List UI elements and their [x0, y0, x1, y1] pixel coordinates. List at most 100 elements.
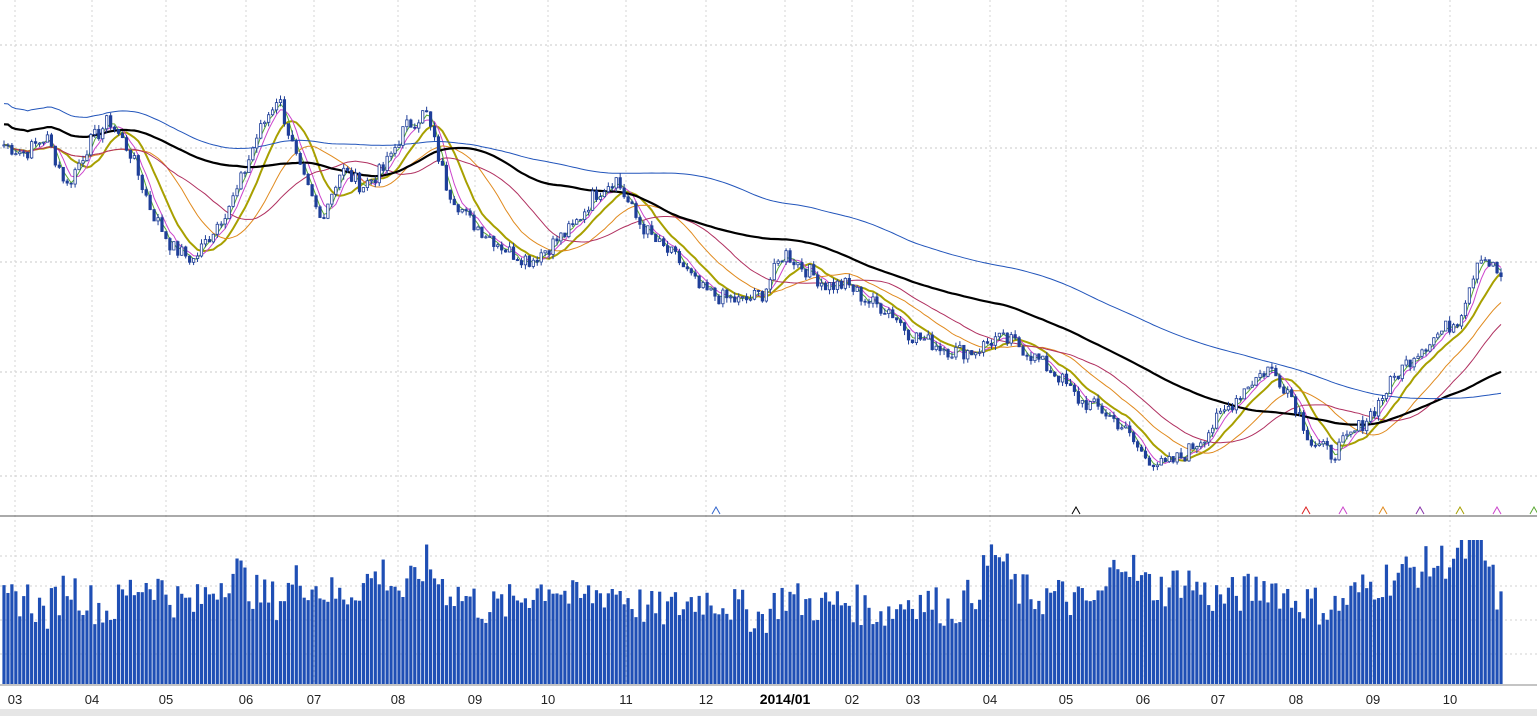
volume-bar: [1211, 610, 1215, 684]
volume-bar: [993, 555, 998, 684]
candle-body: [318, 206, 322, 218]
volume-bar: [1448, 567, 1452, 684]
signal-marker: [1378, 505, 1388, 515]
candle-body: [1076, 391, 1080, 404]
volume-bar: [1199, 594, 1203, 684]
candle-body: [883, 312, 887, 315]
candle-body: [665, 245, 670, 253]
volume-bar: [1400, 564, 1404, 684]
candle-body: [207, 239, 211, 243]
x-tick-label: 07: [307, 692, 321, 707]
candle-body: [14, 153, 18, 156]
volume-bar: [53, 586, 57, 684]
volume-bar: [397, 590, 401, 684]
candle-body: [1147, 457, 1152, 466]
x-tick-label: 10: [541, 692, 555, 707]
candle-body: [1088, 401, 1092, 410]
candle-body: [693, 272, 697, 277]
volume-bar: [950, 618, 954, 684]
volume-bar: [239, 560, 243, 684]
candle-body: [563, 232, 567, 237]
volume-bar: [369, 578, 373, 684]
volume-bar: [1116, 569, 1120, 684]
candle-body: [33, 141, 38, 144]
volume-bar: [511, 595, 516, 684]
volume-bar: [721, 608, 725, 684]
candle-body: [381, 164, 385, 171]
x-tick-label: 05: [159, 692, 173, 707]
candle-body: [567, 223, 571, 237]
candle-body: [816, 274, 820, 287]
candle-body: [1286, 389, 1290, 394]
volume-bar: [255, 574, 259, 684]
candle-body: [1491, 261, 1495, 267]
volume-bar: [1345, 604, 1349, 684]
candle-body: [2, 144, 6, 147]
volume-bar: [1404, 556, 1408, 684]
volume-bar: [507, 584, 512, 684]
candle-body: [389, 152, 393, 157]
volume-bar: [381, 559, 385, 684]
volume-bar: [519, 602, 524, 684]
candle-body: [1049, 370, 1053, 373]
volume-bar: [1258, 600, 1262, 684]
volume-bar: [823, 592, 828, 684]
volume-bar: [1068, 615, 1073, 684]
candle-body: [1120, 427, 1124, 430]
ma-line-10: [3, 120, 1502, 462]
candle-body: [1329, 444, 1333, 460]
candle-body: [539, 252, 543, 263]
candle-body: [1112, 415, 1116, 419]
candle-body: [385, 155, 389, 171]
volume-bar: [1337, 610, 1341, 684]
volume-bar: [1171, 570, 1175, 684]
candle-body: [81, 160, 85, 164]
candle-body: [69, 182, 73, 185]
candle-body: [1373, 411, 1377, 417]
candle-body: [199, 243, 204, 257]
x-tick-label: 09: [1366, 692, 1380, 707]
bottom-scrollbar[interactable]: [0, 709, 1537, 716]
candle-body: [176, 241, 180, 256]
candle-body: [93, 128, 97, 135]
volume-bar: [1215, 585, 1219, 684]
volume-bar: [251, 608, 255, 684]
candle-body: [417, 122, 421, 129]
volume-bar: [839, 605, 843, 684]
candle-body: [705, 282, 709, 291]
volume-bar: [887, 606, 891, 684]
volume-bar: [223, 597, 227, 684]
candle-body: [1207, 432, 1211, 443]
volume-bar: [555, 593, 559, 684]
volume-bar: [729, 619, 733, 684]
candle-body: [950, 356, 954, 359]
candle-body: [1290, 389, 1294, 398]
volume-bar: [298, 585, 302, 684]
volume-bar: [1005, 553, 1009, 684]
volume-bar: [488, 612, 492, 684]
candle-body: [997, 332, 1001, 338]
volume-bar: [302, 597, 306, 684]
candle-body: [859, 286, 863, 302]
ma-line-5: [3, 109, 1502, 464]
candle-body: [1242, 388, 1246, 400]
volume-bar: [492, 591, 496, 684]
volume-bar: [1392, 580, 1396, 684]
volume-bar: [1365, 588, 1369, 684]
volume-bar: [551, 593, 555, 684]
candle-body: [334, 186, 338, 195]
candle-body: [914, 332, 919, 344]
candle-body: [1475, 262, 1479, 280]
volume-bar: [172, 617, 176, 684]
candle-body: [184, 246, 188, 257]
candle-body: [61, 166, 65, 182]
volume-bar: [452, 606, 456, 684]
volume-bar: [116, 584, 121, 684]
signal-marker: [1455, 505, 1465, 515]
candle-body: [571, 223, 575, 226]
candle-body: [729, 296, 733, 299]
candle-body: [519, 260, 524, 266]
volume-bar: [1009, 579, 1013, 684]
candle-body: [677, 251, 682, 264]
candle-body: [251, 147, 255, 161]
